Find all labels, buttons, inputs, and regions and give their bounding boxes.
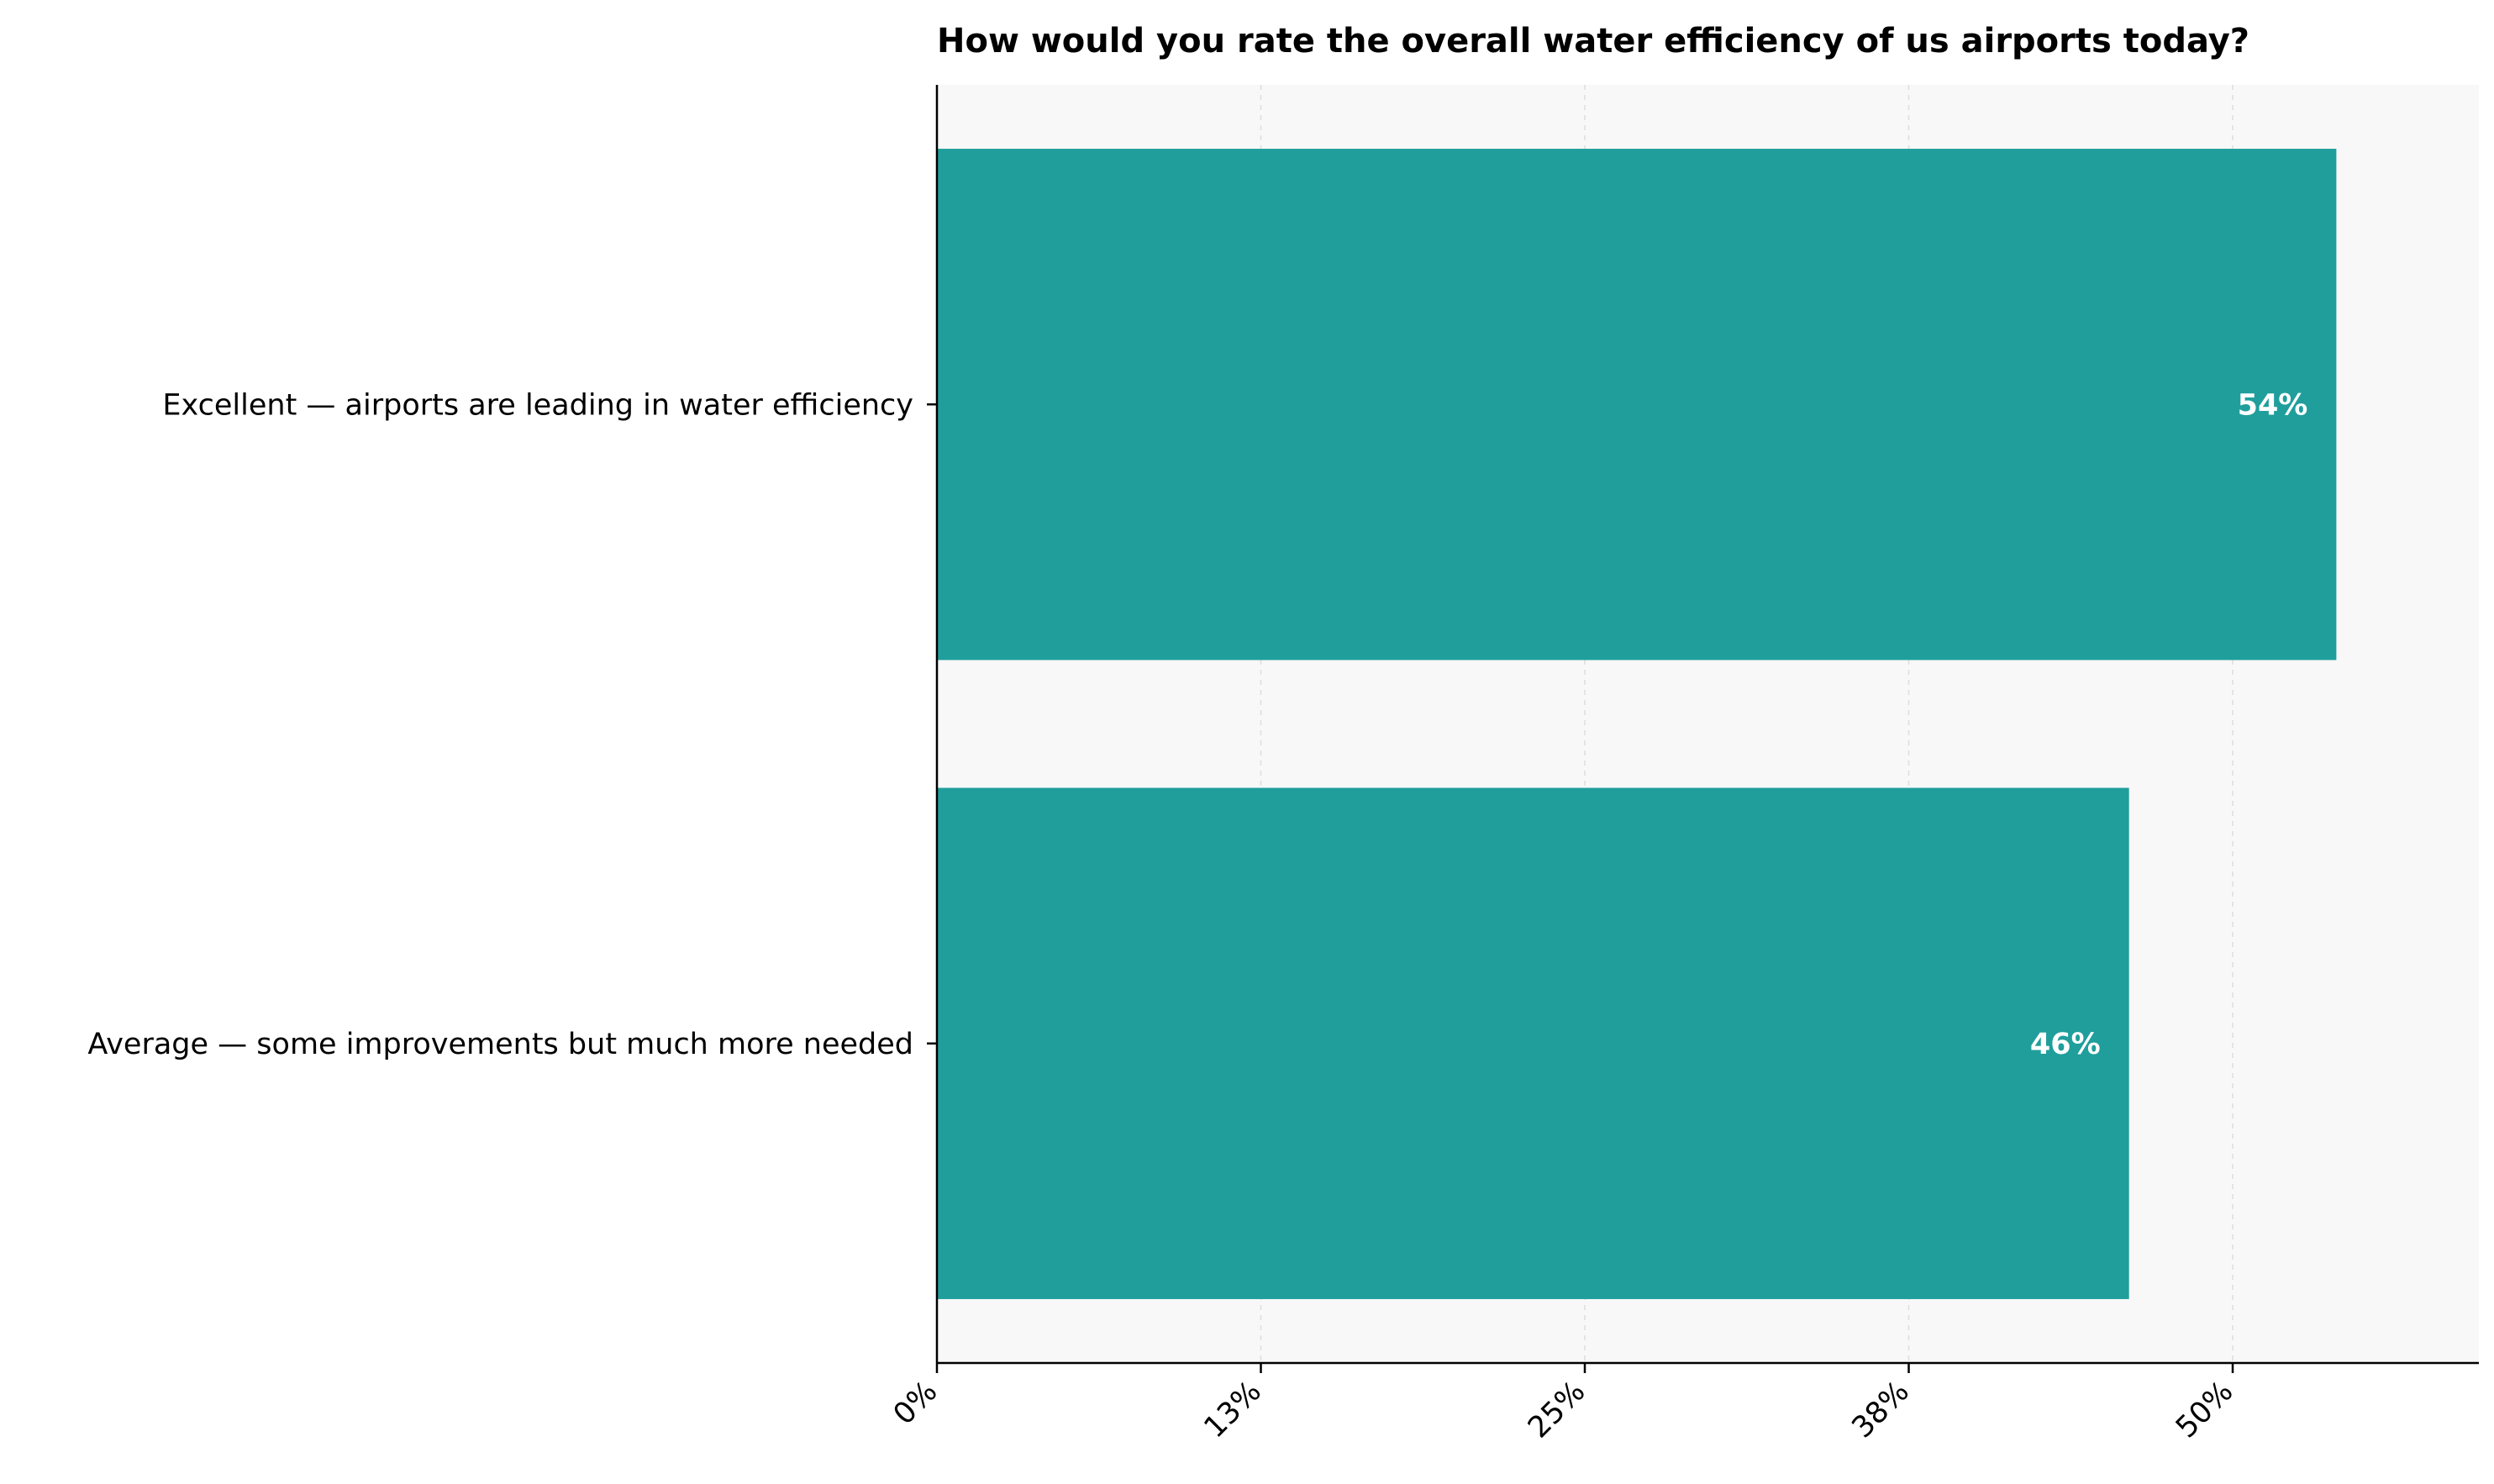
bars [937,149,2337,1299]
category-label: Average — some improvements but much mor… [87,1028,913,1061]
x-tick-label: 0% [887,1375,944,1432]
bar [937,787,2129,1299]
value-label: 54% [2238,388,2308,422]
value-labels: 54% 46% [2030,388,2308,1061]
x-tick-label: 13% [1198,1375,1268,1445]
x-tick-label: 50% [2170,1375,2239,1445]
axes [935,85,2479,1365]
category-label: Excellent — airports are leading in wate… [162,388,913,422]
chart-title: How would you rate the overall water eff… [937,22,2249,61]
x-tick-label: 25% [1522,1375,1592,1445]
y-axis-ticks: Excellent — airports are leading in wate… [87,388,937,1061]
bar [937,149,2337,660]
x-tick-label: 38% [1846,1375,1916,1445]
x-axis-ticks: 0% 13% 25% 38% 50% [887,1363,2239,1445]
value-label: 46% [2030,1028,2101,1061]
